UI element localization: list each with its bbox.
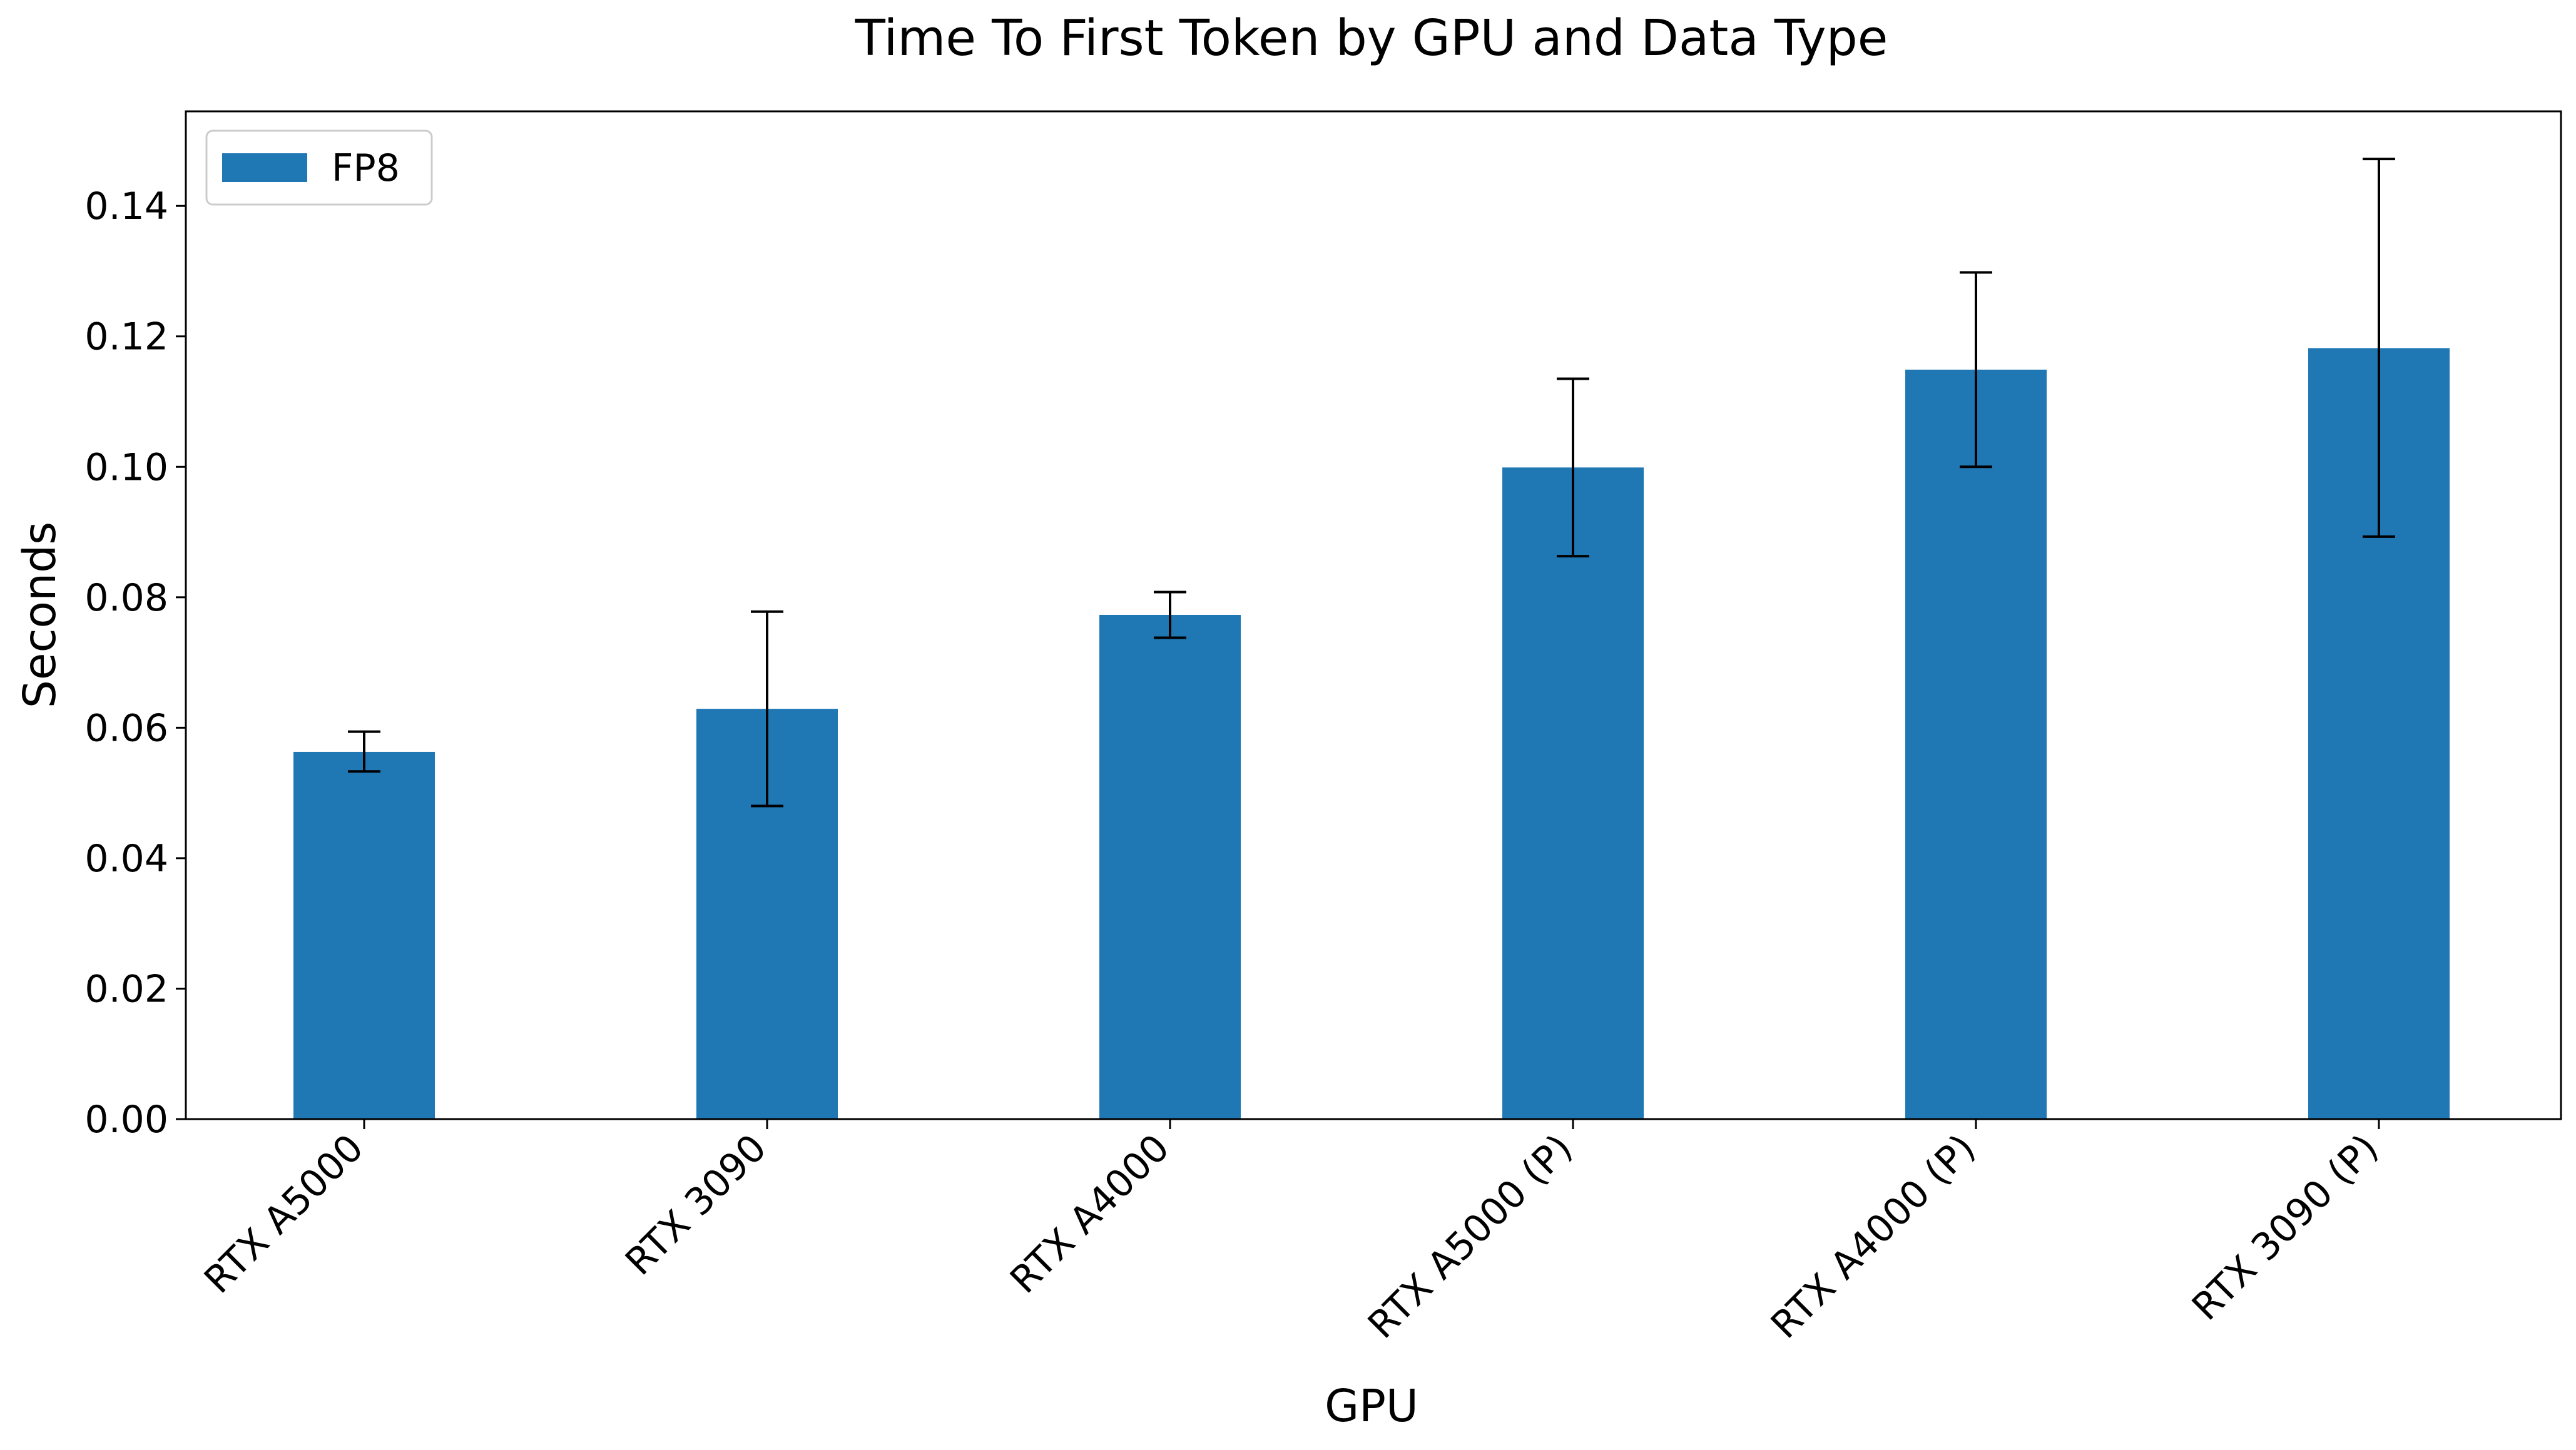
x-tick-label: RTX A4000 (P) bbox=[1763, 1126, 1984, 1347]
y-tick-label: 0.08 bbox=[84, 576, 168, 620]
x-tick-label: RTX A5000 (P) bbox=[1360, 1126, 1581, 1347]
y-tick-label: 0.12 bbox=[84, 315, 168, 359]
error-bar-1 bbox=[348, 730, 380, 773]
error-bar-3 bbox=[1154, 591, 1186, 639]
y-tick-label: 0.02 bbox=[84, 967, 168, 1011]
legend-box bbox=[205, 129, 433, 206]
error-bar-4 bbox=[1557, 377, 1589, 558]
plot-border bbox=[185, 110, 2562, 1120]
bar-1 bbox=[293, 751, 435, 1119]
error-bar-6 bbox=[2363, 158, 2395, 538]
x-tick-label: RTX A4000 bbox=[1002, 1126, 1178, 1302]
y-axis: 0.00 0.02 0.04 0.06 0.08 0.10 0.12 0.14 bbox=[84, 185, 186, 1142]
legend-label-fp8: FP8 bbox=[332, 146, 400, 190]
legend: FP8 bbox=[205, 129, 433, 206]
y-tick-label: 0.00 bbox=[84, 1098, 168, 1142]
x-axis-label: GPU bbox=[1325, 1380, 1418, 1432]
bar-3 bbox=[1099, 614, 1241, 1119]
bar-4 bbox=[1502, 467, 1644, 1120]
error-bars-layer bbox=[348, 158, 2395, 808]
y-tick-label: 0.04 bbox=[84, 837, 168, 881]
legend-swatch-fp8 bbox=[222, 153, 307, 182]
x-axis: RTX A5000 RTX 3090 RTX A4000 RTX A5000 (P) R… bbox=[196, 1119, 2387, 1347]
error-bar-5 bbox=[1960, 271, 1992, 469]
x-tick-label: RTX 3090 bbox=[617, 1126, 775, 1284]
x-tick-label: RTX A5000 bbox=[196, 1126, 372, 1302]
plot-area bbox=[186, 111, 2561, 1119]
chart-title: Time To First Token by GPU and Data Type bbox=[855, 9, 1888, 67]
bar-5 bbox=[1905, 369, 2047, 1119]
error-bar-2 bbox=[751, 610, 783, 808]
y-tick-label: 0.10 bbox=[84, 445, 168, 489]
x-tick-label: RTX 3090 (P) bbox=[2184, 1126, 2387, 1329]
y-tick-label: 0.14 bbox=[84, 185, 168, 228]
bars-layer bbox=[293, 348, 2450, 1120]
y-tick-label: 0.06 bbox=[84, 706, 168, 750]
y-axis-label: Seconds bbox=[14, 522, 66, 708]
